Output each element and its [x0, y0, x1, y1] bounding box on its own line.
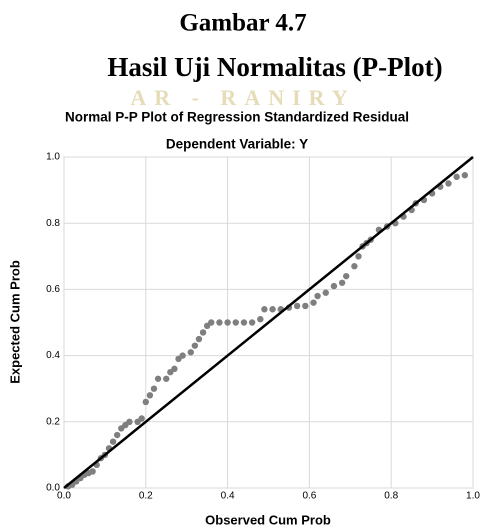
- point: [302, 302, 309, 310]
- x-tick-label: 1.0: [466, 491, 480, 502]
- point: [126, 418, 133, 425]
- point: [208, 319, 215, 326]
- point: [261, 306, 268, 313]
- point: [191, 342, 199, 349]
- point: [355, 253, 362, 260]
- point: [330, 282, 338, 290]
- point: [351, 263, 358, 270]
- point: [343, 272, 350, 280]
- point: [195, 335, 203, 343]
- x-tick-label: 0.6: [302, 491, 316, 502]
- point: [113, 431, 121, 439]
- point: [232, 319, 239, 326]
- point: [154, 375, 162, 382]
- point: [310, 299, 317, 306]
- figure-caption: Hasil Uji Normalitas (P-Plot): [107, 52, 442, 82]
- point: [163, 375, 170, 382]
- x-tick-label: 0.8: [384, 491, 398, 502]
- point: [338, 279, 346, 286]
- y-tick-label: 0.2: [46, 416, 60, 427]
- point: [199, 329, 207, 336]
- point: [179, 352, 186, 359]
- point: [146, 392, 154, 399]
- point: [257, 315, 264, 323]
- figure-label: Gambar 4.7: [179, 10, 306, 37]
- point: [322, 289, 329, 296]
- y-tick-label: 0.6: [46, 284, 60, 295]
- x-tick-label: 0.2: [139, 491, 153, 502]
- point: [461, 172, 469, 179]
- watermark: AR - RANIRY: [130, 85, 355, 110]
- point: [109, 438, 117, 445]
- y-tick-label: 1.0: [46, 152, 60, 163]
- point: [240, 319, 248, 326]
- y-tick-label: 0.4: [46, 350, 60, 361]
- point: [216, 319, 223, 326]
- chart-title: Normal P-P Plot of Regression Standardiz…: [65, 110, 409, 125]
- point: [138, 415, 145, 422]
- y-tick-label: 0.0: [46, 483, 60, 494]
- x-tick-label: 0.0: [57, 491, 71, 502]
- point: [453, 173, 460, 181]
- point: [314, 292, 321, 300]
- point: [293, 302, 301, 310]
- y-axis-label: Expected Cum Prob: [7, 260, 22, 384]
- x-axis-label: Observed Cum Prob: [205, 512, 331, 527]
- point: [224, 319, 231, 326]
- point: [150, 385, 158, 392]
- point: [269, 306, 276, 313]
- point: [187, 349, 194, 356]
- point: [445, 180, 452, 187]
- reference-line: [63, 156, 474, 489]
- point: [248, 319, 256, 326]
- chart-subtitle: Dependent Variable: Y: [166, 137, 308, 152]
- x-tick-label: 0.4: [221, 491, 235, 502]
- point: [142, 398, 149, 406]
- y-tick-label: 0.8: [46, 218, 60, 229]
- point: [89, 468, 96, 475]
- point: [171, 365, 178, 373]
